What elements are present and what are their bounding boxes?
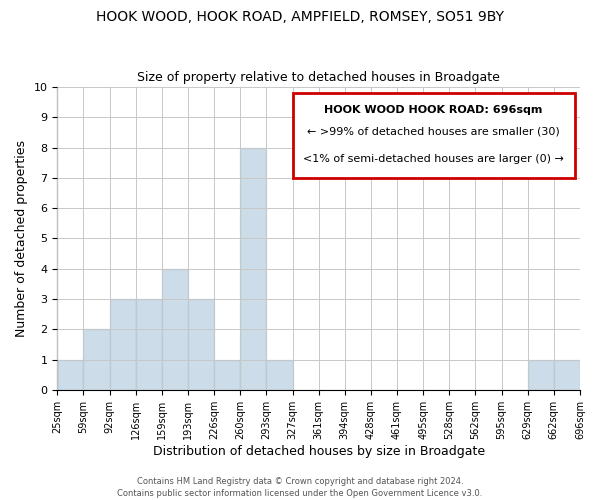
Bar [188, 299, 214, 390]
Bar [57, 360, 83, 390]
Bar [214, 360, 240, 390]
Bar [110, 299, 136, 390]
FancyBboxPatch shape [293, 93, 575, 178]
X-axis label: Distribution of detached houses by size in Broadgate: Distribution of detached houses by size … [152, 444, 485, 458]
Bar [528, 360, 554, 390]
Text: HOOK WOOD, HOOK ROAD, AMPFIELD, ROMSEY, SO51 9BY: HOOK WOOD, HOOK ROAD, AMPFIELD, ROMSEY, … [96, 10, 504, 24]
Text: <1% of semi-detached houses are larger (0) →: <1% of semi-detached houses are larger (… [303, 154, 564, 164]
Bar [240, 148, 266, 390]
Bar [554, 360, 580, 390]
Text: Contains HM Land Registry data © Crown copyright and database right 2024.
Contai: Contains HM Land Registry data © Crown c… [118, 476, 482, 498]
Text: ← >99% of detached houses are smaller (30): ← >99% of detached houses are smaller (3… [307, 126, 560, 136]
Bar [83, 330, 110, 390]
Text: HOOK WOOD HOOK ROAD: 696sqm: HOOK WOOD HOOK ROAD: 696sqm [325, 105, 543, 115]
Bar [266, 360, 293, 390]
Title: Size of property relative to detached houses in Broadgate: Size of property relative to detached ho… [137, 72, 500, 85]
Y-axis label: Number of detached properties: Number of detached properties [15, 140, 28, 337]
Bar [136, 299, 162, 390]
Bar [162, 268, 188, 390]
